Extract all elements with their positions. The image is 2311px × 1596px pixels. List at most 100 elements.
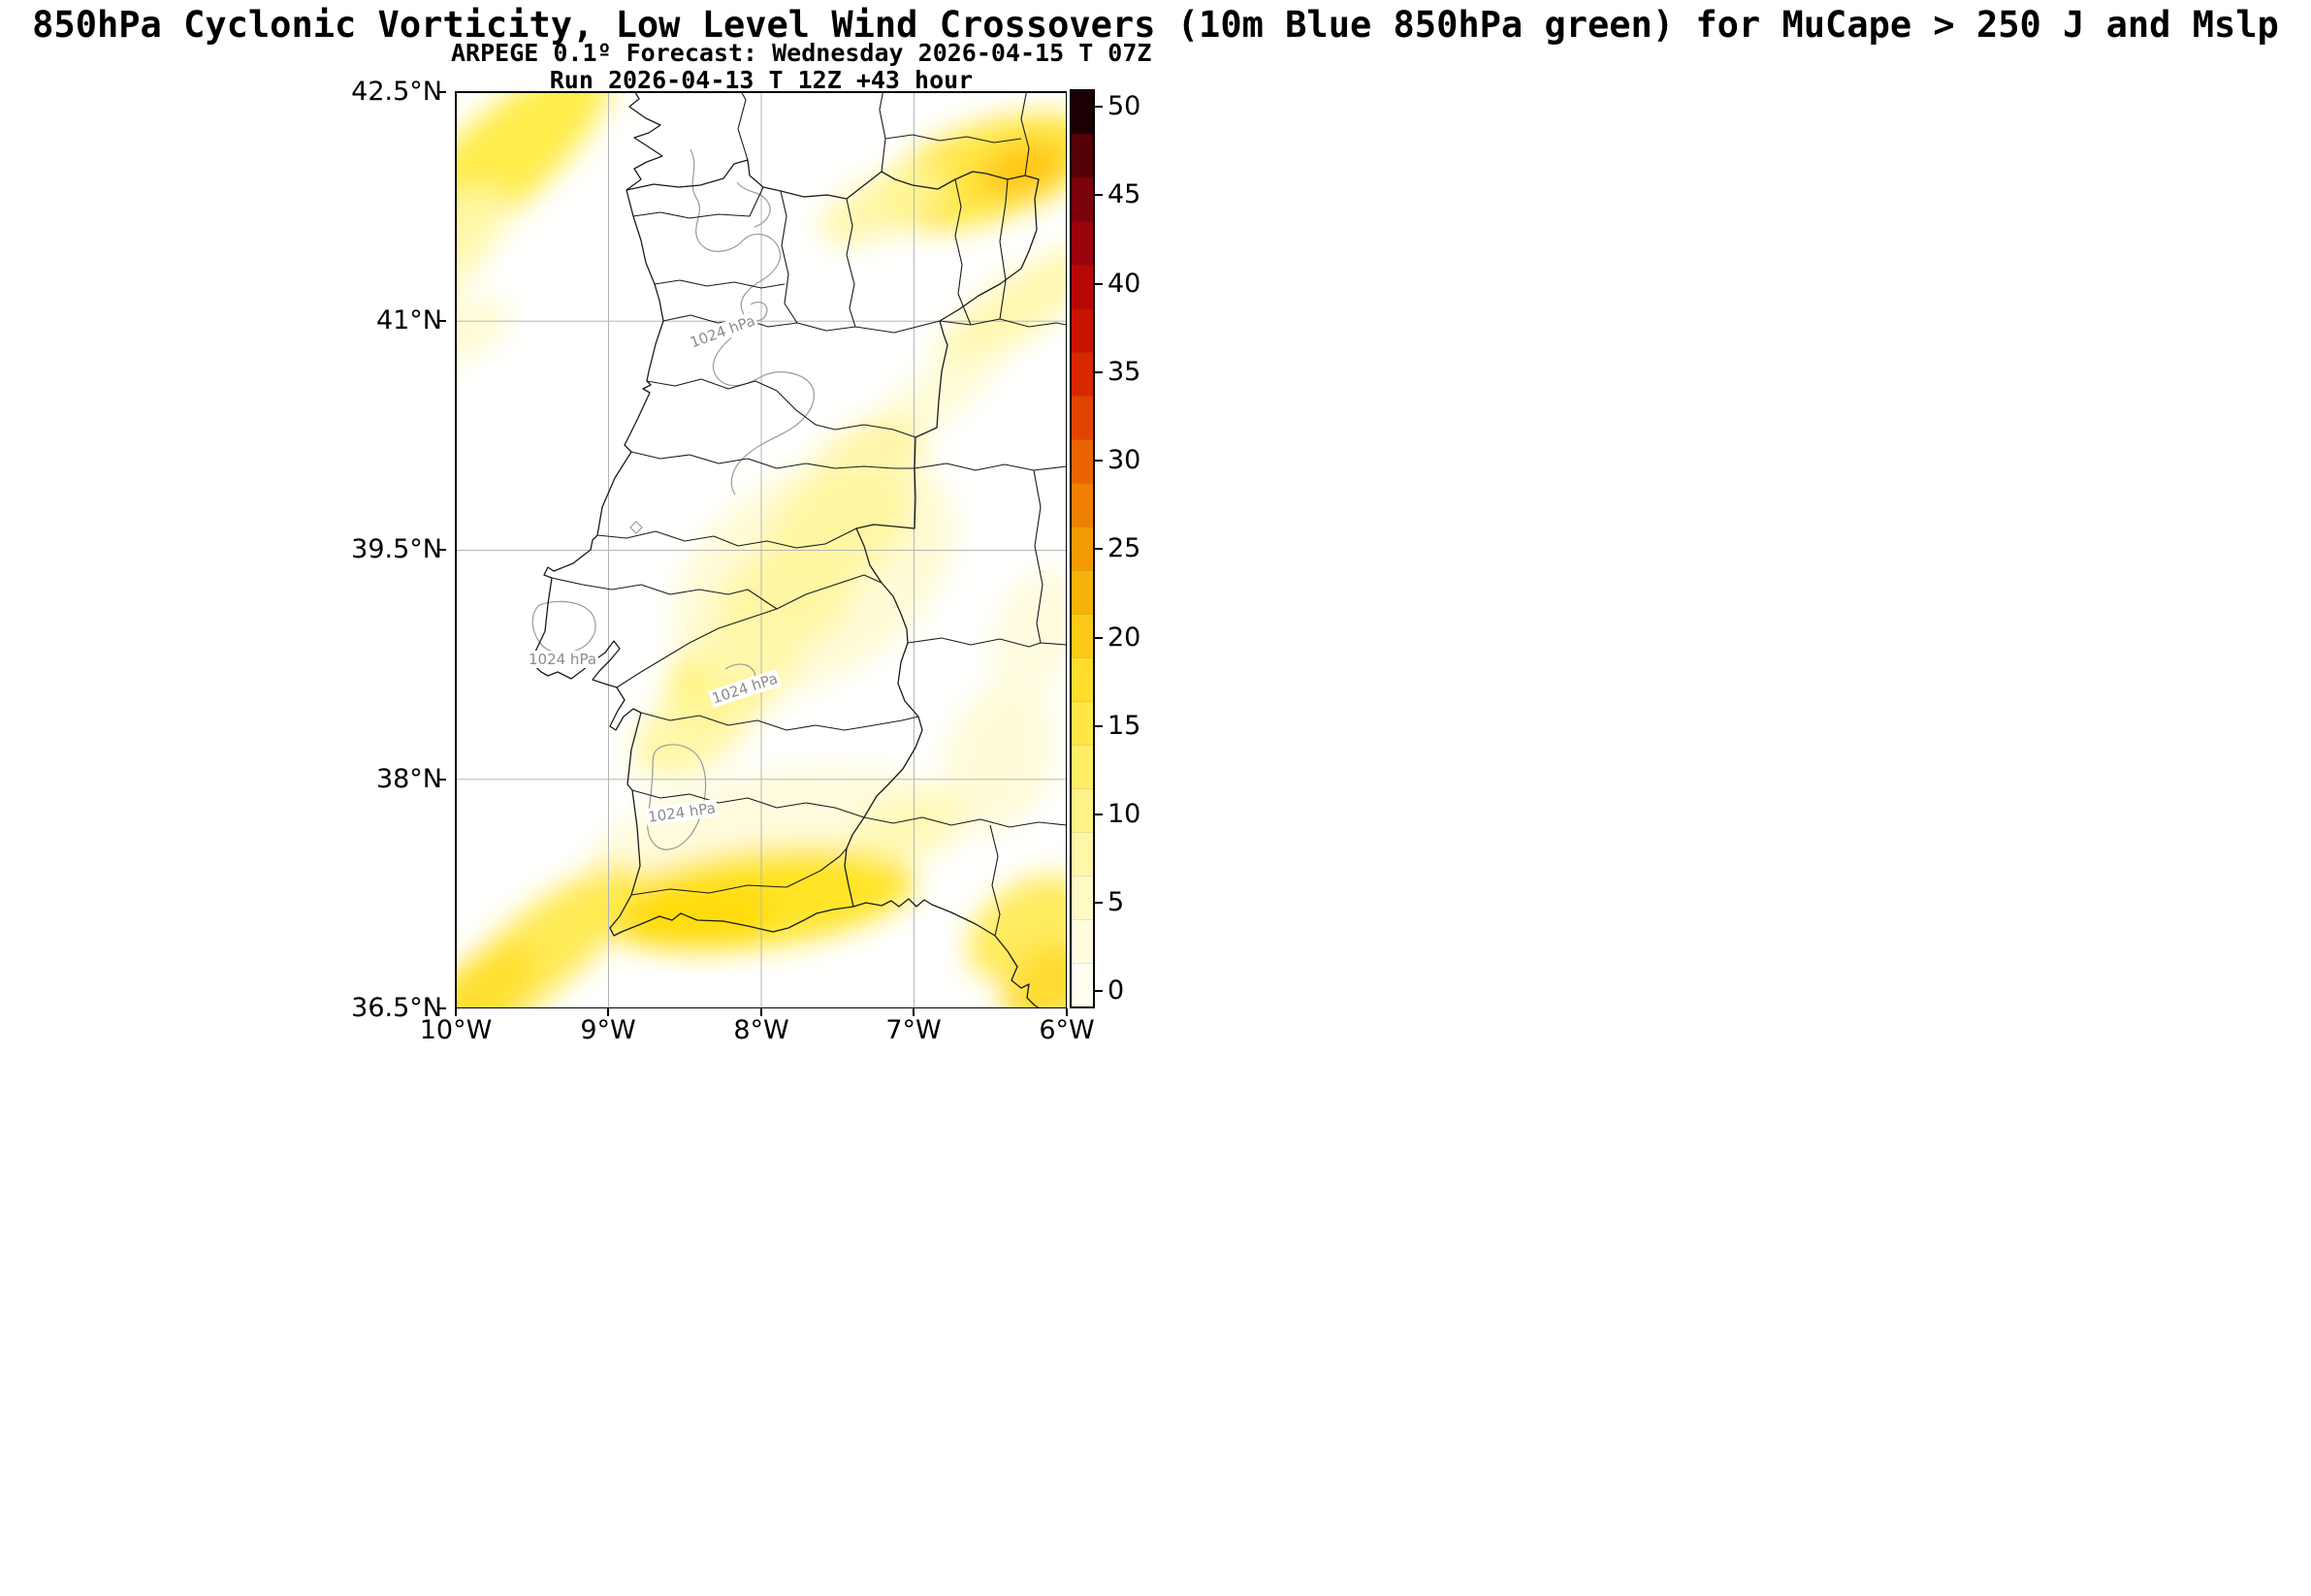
district-boundary-path [640,712,919,731]
chart-run-info: Run 2026-04-13 T 12Z +43 hour [549,66,974,94]
axis-tick-mark [1066,1008,1068,1016]
colorbar-segment [1072,788,1093,832]
district-boundaries [551,92,1067,937]
colorbar-segment [1072,701,1093,745]
axis-tick-mark [438,549,446,551]
mslp-contour-north [690,148,815,495]
map-plot-area: 1024 hPa 1024 hPa 1024 hPa 1024 hPa [446,89,1067,1008]
colorbar-tick-label: 0 [1107,975,1125,1005]
y-axis-tick-label: 39.5°N [351,534,442,564]
colorbar-tick-label: 10 [1107,799,1141,829]
colorbar-tick-mark [1095,548,1103,550]
district-boundary-path [551,577,778,610]
colorbar-segment [1072,439,1093,483]
district-boundary-path [630,451,915,469]
colorbar-segment [1072,570,1093,614]
colorbar-segment [1072,91,1093,134]
province-boundary-path [1033,469,1043,644]
map-canvas [455,91,1067,1008]
y-axis-tick-label: 42.5°N [351,77,442,107]
y-axis-tick-label: 38°N [375,764,442,794]
chart-title: 850hPa Cyclonic Vorticity, Low Level Win… [32,4,2279,46]
axis-tick-mark [913,1008,915,1016]
colorbar-tick-mark [1095,902,1103,904]
atlantic-coastline [530,92,1041,1008]
axis-tick-mark [438,1007,446,1009]
colorbar-segment [1072,614,1093,657]
axis-tick-mark [438,91,446,93]
vorticity-shading-layer [456,92,1067,1008]
district-boundary-path [846,198,856,328]
province-boundary-path [939,318,1067,328]
colorbar-segment [1072,876,1093,919]
colorbar-tick-label: 45 [1107,179,1141,209]
colorbar [1070,89,1095,1008]
colorbar-tick-mark [1095,990,1103,992]
province-boundary-path [989,824,1001,937]
colorbar-segment [1072,745,1093,788]
colorbar-tick-label: 50 [1107,91,1141,121]
colorbar-tick-label: 30 [1107,445,1141,475]
district-boundary-path [780,190,798,324]
colorbar-tick-mark [1095,371,1103,373]
colorbar-tick-label: 40 [1107,269,1141,299]
province-boundary-path [884,134,1022,144]
colorbar-segment [1072,657,1093,701]
colorbar-tick-mark [1095,106,1103,108]
x-axis-tick-label: 9°W [580,1015,636,1045]
colorbar-tick-label: 5 [1107,887,1125,917]
colorbar-segment [1072,221,1093,265]
mslp-contour-label: 1024 hPa [526,651,599,668]
chart-subtitle: ARPEGE 0.1º Forecast: Wednesday 2026-04-… [451,39,1152,67]
colorbar-segment [1072,963,1093,1006]
province-boundary-path [954,178,972,326]
district-boundary-path [630,847,848,896]
plot-frame [455,91,1067,1008]
district-boundary-path [631,789,865,818]
axis-tick-mark [455,1008,457,1016]
mslp-contour-south-loop [647,744,707,850]
colorbar-segment [1072,308,1093,352]
district-boundary-path [654,279,786,289]
x-axis-tick-label: 10°W [419,1015,493,1045]
province-boundary-path [914,463,1067,471]
colorbar-segment [1072,265,1093,308]
colorbar-tick-label: 25 [1107,533,1141,563]
colorbar-segment [1072,134,1093,177]
mslp-contour-branch [736,181,771,228]
district-boundary-path [646,378,916,438]
province-boundary-path [863,816,1067,828]
y-axis-tick-label: 36.5°N [351,993,442,1023]
admin-boundaries-layer [530,92,1067,1008]
district-boundary-path [616,574,883,688]
axis-tick-mark [438,779,446,781]
colorbar-segment [1072,919,1093,963]
district-boundary-path [662,314,941,334]
colorbar-segment [1072,527,1093,570]
colorbar-tick-label: 35 [1107,357,1141,387]
colorbar-tick-mark [1095,460,1103,462]
axis-tick-mark [438,320,446,322]
mslp-contour-lisbon-loop [531,600,596,654]
colorbar-tick-mark [1095,283,1103,285]
x-axis-tick-label: 7°W [885,1015,942,1045]
district-boundary-path [596,527,857,549]
colorbar-tick-mark [1095,637,1103,639]
colorbar-tick-label: 20 [1107,622,1141,653]
mslp-contour-speck [629,521,643,534]
colorbar-segment [1072,352,1093,396]
colorbar-tick-mark [1095,725,1103,727]
colorbar-tick-mark [1095,194,1103,196]
province-boundary-path [737,92,749,161]
x-axis-tick-label: 8°W [733,1015,789,1045]
district-boundary-path [632,186,764,219]
colorbar-segment [1072,177,1093,221]
colorbar-tick-label: 15 [1107,711,1141,741]
colorbar-segment [1072,832,1093,876]
colorbar-segment [1072,396,1093,439]
province-boundary-path [1020,92,1030,176]
province-boundary-path [907,637,1067,648]
colorbar-tick-mark [1095,814,1103,815]
colorbar-segment [1072,483,1093,527]
